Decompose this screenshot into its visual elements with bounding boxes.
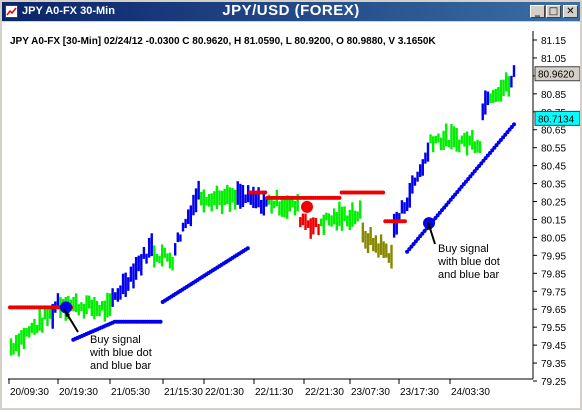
annotation-text-1: Buy signal with blue dot and blue bar <box>89 334 152 372</box>
close-icon: ✕ <box>566 6 575 17</box>
price-box-label: 80.9620 <box>538 70 575 81</box>
y-tick-label: 79.25 <box>541 377 566 388</box>
price-boxes: 80.9620 80.7134 <box>534 66 581 126</box>
y-tick-label: 79.45 <box>541 341 566 352</box>
stop-dot <box>263 190 268 195</box>
x-tick-label: 20/09:30 <box>10 387 49 398</box>
title-bar[interactable]: JPY A0-FX 30-Min JPY/USD (FOREX) _ □ ✕ <box>2 2 580 21</box>
maximize-button[interactable]: □ <box>546 5 561 18</box>
blue-signal-dot <box>60 301 72 314</box>
x-tick-label: 22/21:30 <box>305 387 344 398</box>
chart-app-icon[interactable] <box>5 5 18 18</box>
buy-signal-annotation-2: Buy signal with blue dot and blue bar <box>427 221 500 281</box>
x-tick-label: 23/17:30 <box>400 387 439 398</box>
signal-dots <box>60 200 435 314</box>
x-tick-label: 24/03:30 <box>451 387 490 398</box>
stop-dot <box>512 122 516 127</box>
stop-dots <box>8 122 516 342</box>
y-tick-label: 80.55 <box>541 144 566 155</box>
y-tick-label: 80.65 <box>541 126 566 137</box>
y-tick-label: 80.45 <box>541 162 566 173</box>
close-button[interactable]: ✕ <box>563 5 578 18</box>
y-tick-label: 79.75 <box>541 287 566 298</box>
x-tick-label: 20/19:30 <box>59 387 98 398</box>
annotation-line: and blue bar <box>90 360 151 372</box>
minimize-icon: _ <box>535 6 540 17</box>
annotation-arrowhead-1 <box>64 309 70 317</box>
annotation-line: Buy signal <box>90 334 141 346</box>
x-tick-label: 22/11:30 <box>255 387 294 398</box>
y-tick-label: 79.65 <box>541 305 566 316</box>
y-tick-label: 81.05 <box>541 54 566 65</box>
annotation-text-2: Buy signal with blue dot and blue bar <box>437 243 500 281</box>
annotation-arrowhead-2 <box>427 222 432 230</box>
y-tick-label: 79.35 <box>541 359 566 370</box>
stop-dot <box>337 195 342 200</box>
y-tick-label: 80.85 <box>541 90 566 101</box>
price-chart: JPY A0-FX [30-Min] 02/24/12 -0.0300 C 80… <box>2 22 581 408</box>
x-tick-label: 22/01:30 <box>205 387 244 398</box>
window-title: JPY A0-FX 30-Min <box>22 5 115 17</box>
buy-signal-annotation-1: Buy signal with blue dot and blue bar <box>63 308 152 372</box>
annotation-line: Buy signal <box>438 243 489 255</box>
price-bars <box>9 65 516 357</box>
stop-dot <box>381 190 386 195</box>
y-tick-label: 79.85 <box>541 269 566 280</box>
x-axis: 20/09:30 20/19:30 21/05:30 21/15:30 22/01:30… <box>8 379 490 398</box>
maximize-icon: □ <box>548 6 559 17</box>
annotation-line: with blue dot <box>89 347 152 359</box>
x-tick-label: 21/15:30 <box>164 387 203 398</box>
stop-dot <box>402 219 407 224</box>
stop-dot <box>158 319 163 324</box>
y-tick-label: 79.55 <box>541 323 566 334</box>
y-tick-label: 80.35 <box>541 180 566 191</box>
y-tick-label: 81.15 <box>541 36 566 47</box>
chart-area: JPY A0-FX [30-Min] 02/24/12 -0.0300 C 80… <box>2 22 581 408</box>
chart-title: JPY/USD (FOREX) <box>222 2 360 19</box>
ohlc-info-line: JPY A0-FX [30-Min] 02/24/12 -0.0300 C 80… <box>10 36 436 47</box>
x-tick-label: 21/05:30 <box>111 387 150 398</box>
annotation-line: and blue bar <box>438 269 499 281</box>
chart-background <box>2 22 580 408</box>
y-tick-label: 79.95 <box>541 251 566 262</box>
price-box-label: 80.7134 <box>538 114 575 125</box>
x-tick-label: 23/07:30 <box>351 387 390 398</box>
minimize-button[interactable]: _ <box>530 5 545 18</box>
y-tick-label: 80.05 <box>541 233 566 244</box>
annotation-line: with blue dot <box>437 256 500 268</box>
y-tick-label: 80.15 <box>541 215 566 226</box>
red-signal-dot <box>301 200 313 213</box>
y-tick-label: 80.25 <box>541 198 566 209</box>
stop-dot <box>245 246 250 251</box>
